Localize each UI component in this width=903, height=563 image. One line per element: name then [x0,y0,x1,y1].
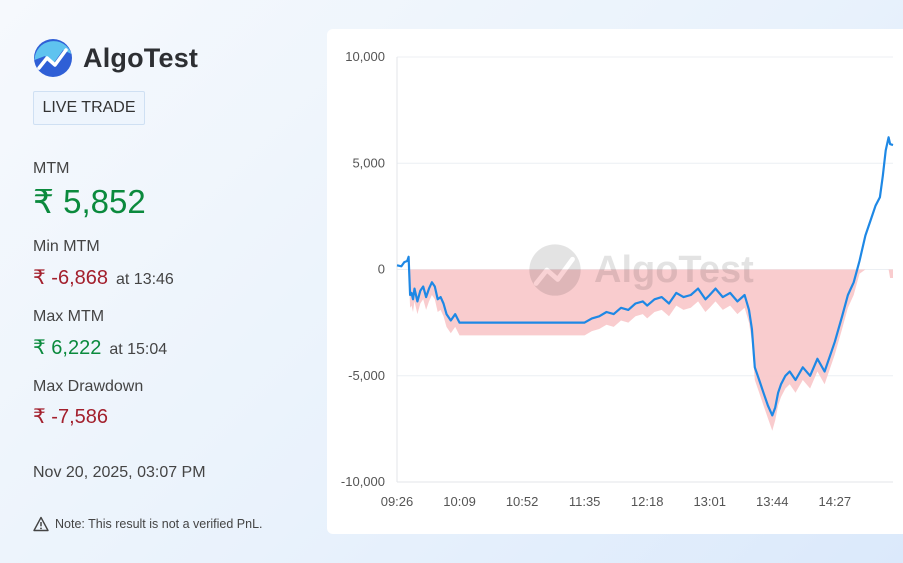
y-tick-label: 5,000 [352,155,385,170]
max-drawdown-value: ₹ -7,586 [33,406,108,428]
warning-icon [33,516,49,532]
brand: AlgoTest [33,38,198,78]
mtm-chart: 10,000 5,000 0 -5,000 -10,000 09:26 10:09 10:52… [341,49,894,509]
y-tick-label: 0 [378,262,385,277]
app-name: AlgoTest [83,42,199,73]
x-tick-label: 14:27 [819,494,852,509]
summary-panel: AlgoTest LIVE TRADE MTM ₹ 5,852 Min MTM … [0,0,320,563]
live-trade-badge: LIVE TRADE [33,91,145,125]
min-mtm-label: Min MTM [33,238,100,255]
x-tick-label: 09:26 [381,494,414,509]
drawdown-area [397,269,893,431]
y-tick-label: -5,000 [348,368,385,383]
disclaimer: Note: This result is not a verified PnL. [33,516,263,532]
x-tick-label: 13:44 [756,494,789,509]
min-mtm-value: ₹ -6,868 [33,267,108,289]
max-mtm-value: ₹ 6,222 [33,337,102,359]
y-tick-label: 10,000 [345,49,385,64]
x-tick-label: 12:18 [631,494,664,509]
max-mtm-row: ₹ 6,222 at 15:04 [33,335,167,360]
mtm-label: MTM [33,160,70,177]
max-mtm-label: Max MTM [33,308,105,325]
algotest-logo-icon [34,39,72,77]
disclaimer-text: Note: This result is not a verified PnL. [55,517,263,531]
chart-watermark: AlgoTest [528,243,754,297]
max-drawdown-label: Max Drawdown [33,378,144,395]
x-tick-label: 10:52 [506,494,539,509]
x-tick-label: 11:35 [569,494,601,509]
mtm-value: ₹ 5,852 [33,183,146,220]
x-tick-label: 10:09 [443,494,476,509]
y-tick-label: -10,000 [341,474,385,489]
min-mtm-row: ₹ -6,868 at 13:46 [33,265,174,290]
timestamp: Nov 20, 2025, 03:07 PM [33,464,206,481]
max-mtm-time: at 15:04 [109,341,168,358]
watermark-text: AlgoTest [594,248,754,291]
mtm-chart-panel: 10,000 5,000 0 -5,000 -10,000 09:26 10:09 10:52… [327,29,903,534]
x-tick-label: 13:01 [693,494,726,509]
min-mtm-time: at 13:46 [116,271,174,288]
watermark-logo-icon [529,244,581,296]
mtm-line [396,136,894,417]
